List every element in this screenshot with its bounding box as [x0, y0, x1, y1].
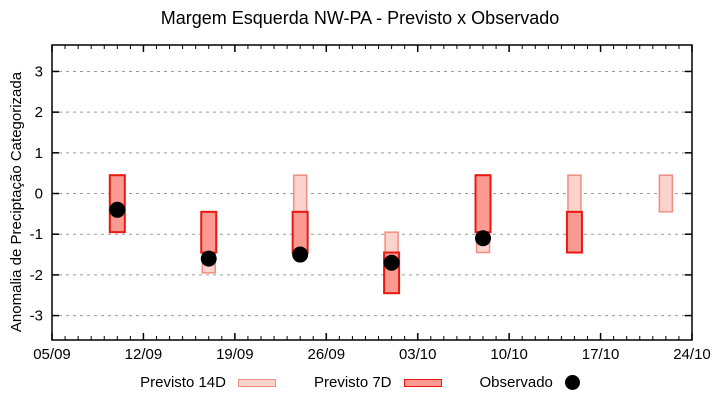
previsto7-box: [291, 210, 309, 254]
observado-point: [200, 250, 217, 267]
y-tick-label: -3: [30, 308, 43, 325]
x-tick-label: 17/10: [582, 346, 620, 363]
x-tick-label: 03/10: [399, 346, 437, 363]
x-tick-label: 10/10: [490, 346, 528, 363]
previsto14-box: [658, 174, 674, 213]
observado-point: [292, 246, 309, 263]
previsto14-swatch: [237, 378, 276, 387]
plot-border: [51, 44, 693, 341]
x-tick-label: 05/09: [33, 346, 71, 363]
legend-label-observado: Observado: [479, 374, 553, 391]
previsto14-box: [567, 174, 582, 213]
x-tick-label: 12/09: [125, 346, 163, 363]
y-tick-label: -1: [30, 226, 43, 243]
previsto7-box: [474, 174, 492, 234]
observado-point: [383, 254, 400, 271]
legend: Previsto 14D Previsto 7D Observado: [0, 374, 720, 391]
previsto7-box: [565, 210, 583, 254]
previsto7-box: [200, 210, 218, 254]
legend-item-previsto14: Previsto 14D: [140, 374, 276, 391]
previsto14-box: [292, 174, 308, 213]
x-tick-label: 26/09: [308, 346, 346, 363]
y-tick-label: 2: [35, 104, 43, 121]
x-tick-label: 19/09: [216, 346, 254, 363]
previsto7-swatch: [403, 378, 442, 387]
y-tick-label: 3: [35, 63, 43, 80]
legend-item-previsto7: Previsto 7D: [314, 374, 442, 391]
y-axis-label: Anomalia de Preciptação Categorizada: [8, 71, 25, 333]
y-tick-label: 1: [35, 145, 43, 162]
legend-label-previsto14: Previsto 14D: [140, 374, 226, 391]
y-tick-label: -2: [30, 267, 43, 284]
chart-title: Margem Esquerda NW-PA - Previsto x Obser…: [160, 8, 560, 28]
x-tick-label: 24/10: [673, 346, 711, 363]
y-tick-label: 0: [35, 186, 43, 203]
legend-label-previsto7: Previsto 7D: [313, 374, 392, 391]
legend-item-observado: Observado: [480, 374, 580, 391]
observado-dot-swatch: [564, 375, 580, 390]
observado-point: [109, 201, 126, 218]
observado-point: [475, 230, 492, 247]
